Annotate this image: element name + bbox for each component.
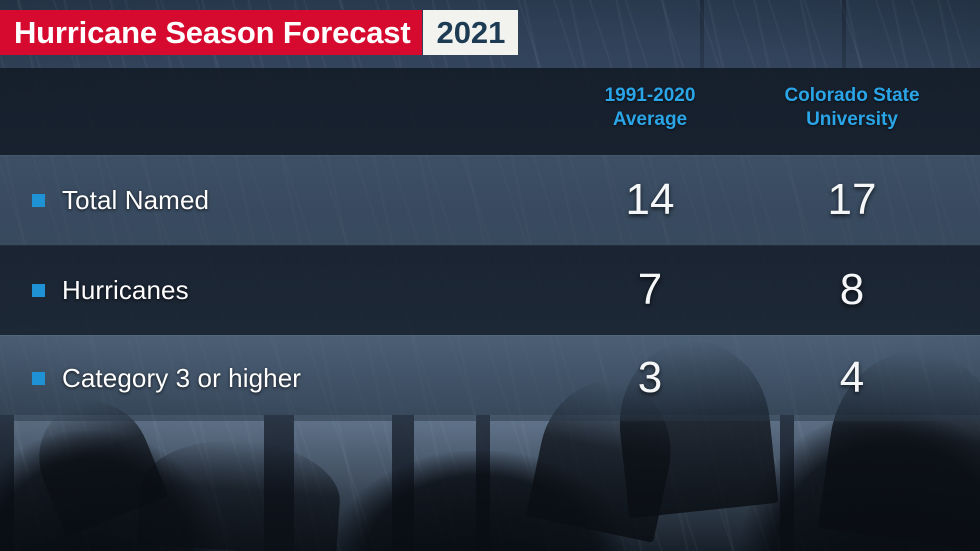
title-year-box: 2021 xyxy=(423,10,519,55)
column-header-csu-line2: University xyxy=(806,109,898,131)
title-banner: Hurricane Season Forecast 2021 xyxy=(0,10,519,55)
column-header-average: 1991-2020 Average xyxy=(550,84,750,133)
row-label-group: Hurricanes xyxy=(0,275,520,306)
table-row: Category 3 or higher 3 4 xyxy=(0,335,980,421)
cell-average: 14 xyxy=(625,175,675,224)
background-pillar-top-1 xyxy=(700,0,704,72)
cell-csu: 17 xyxy=(827,175,877,224)
row-label: Category 3 or higher xyxy=(62,362,302,393)
background-pillar-top-2 xyxy=(842,0,846,72)
cell-average: 7 xyxy=(637,265,663,314)
row-label: Hurricanes xyxy=(62,274,189,305)
column-header-csu: Colorado State University xyxy=(752,84,952,133)
bullet-square-icon xyxy=(32,193,45,207)
header-overlay-band xyxy=(0,68,980,155)
row-label-group: Category 3 or higher xyxy=(0,363,520,394)
forecast-table: Total Named 14 17 Hurricanes 7 8 Categor… xyxy=(0,155,980,421)
row-label: Total Named xyxy=(62,184,210,215)
table-row: Total Named 14 17 xyxy=(0,155,980,245)
bullet-square-icon xyxy=(32,283,45,297)
row-label-group: Total Named xyxy=(0,185,520,216)
page-title: Hurricane Season Forecast xyxy=(14,15,411,50)
cell-csu: 4 xyxy=(839,353,865,402)
cell-csu: 8 xyxy=(839,265,865,314)
bullet-square-icon xyxy=(32,371,45,385)
column-header-average-line2: Average xyxy=(612,109,688,131)
cell-average: 3 xyxy=(637,353,663,402)
column-header-csu-line1: Colorado State xyxy=(784,85,920,106)
title-banner-red: Hurricane Season Forecast xyxy=(0,10,423,55)
title-year-label: 2021 xyxy=(436,15,506,50)
column-header-average-line1: 1991-2020 xyxy=(604,85,696,106)
table-row: Hurricanes 7 8 xyxy=(0,245,980,335)
